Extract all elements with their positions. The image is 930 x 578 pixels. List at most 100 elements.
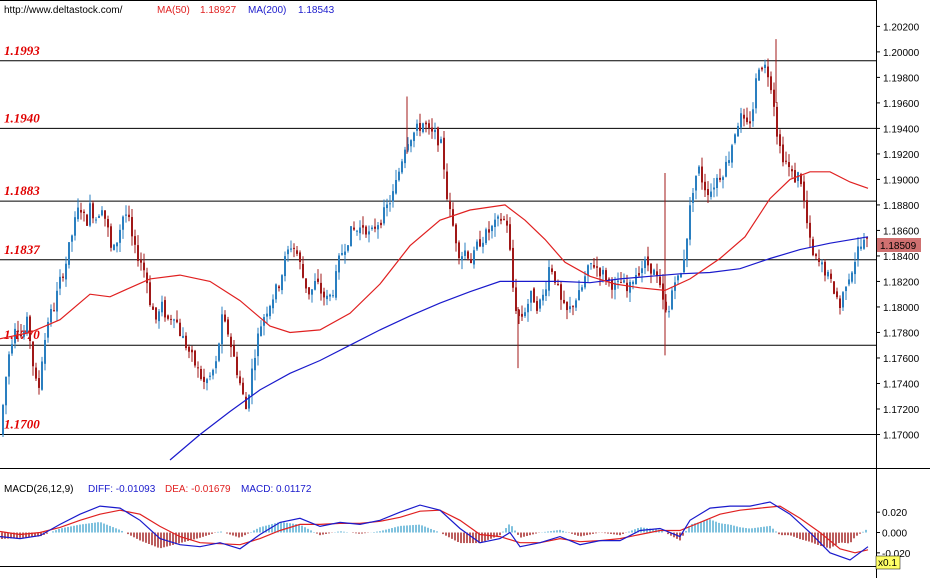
candle-up xyxy=(569,306,571,310)
candle-up xyxy=(26,316,28,334)
candle-up xyxy=(395,180,397,194)
candle-down xyxy=(749,121,751,124)
candle-up xyxy=(344,251,346,255)
price-axis: 1.20200 1.20000 1.19800 1.19600 1.19400 1.192… xyxy=(876,22,920,441)
candle-down xyxy=(779,134,781,147)
candle-up xyxy=(122,216,124,230)
candle-down xyxy=(32,341,34,367)
candle-down xyxy=(650,263,652,274)
candle-down xyxy=(38,378,40,388)
price-tick-label: 1.19800 xyxy=(883,73,920,84)
price-tick-label: 1.18200 xyxy=(883,277,920,288)
candle-up xyxy=(530,290,532,303)
candle-up xyxy=(491,225,493,232)
candle-down xyxy=(188,346,190,352)
candle-up xyxy=(398,171,400,181)
candle-down xyxy=(605,270,607,281)
candle-down xyxy=(596,266,598,268)
candle-down xyxy=(200,369,202,379)
candle-down xyxy=(701,166,703,183)
candle-down xyxy=(362,225,364,228)
candle-down xyxy=(836,291,838,298)
candle-down xyxy=(791,169,793,172)
candle-down xyxy=(233,345,235,357)
candle-down xyxy=(197,367,199,369)
candle-down xyxy=(239,376,241,384)
zoom-badge[interactable] xyxy=(875,555,901,570)
candle-down xyxy=(638,273,640,276)
candle-up xyxy=(383,207,385,224)
candle-down xyxy=(446,171,448,200)
candle-down xyxy=(566,301,568,311)
candle-down xyxy=(443,137,445,170)
candle-up xyxy=(89,203,91,226)
candle-up xyxy=(863,239,865,249)
candle-up xyxy=(119,229,121,243)
candle-down xyxy=(17,330,19,332)
candle-up xyxy=(68,242,70,265)
candle-up xyxy=(827,271,829,277)
candle-down xyxy=(572,306,574,308)
candle-up xyxy=(674,282,676,291)
candle-up xyxy=(692,192,694,203)
candle-down xyxy=(776,106,778,137)
candle-up xyxy=(716,177,718,189)
candle-up xyxy=(698,166,700,174)
candle-down xyxy=(296,250,298,254)
candle-down xyxy=(503,218,505,220)
candle-down xyxy=(137,245,139,261)
candle-up xyxy=(440,139,442,143)
candle-down xyxy=(227,319,229,335)
candle-up xyxy=(272,299,274,309)
price-tick-label: 1.18800 xyxy=(883,201,920,212)
candle-down xyxy=(62,276,64,278)
candle-up xyxy=(671,290,673,310)
candle-up xyxy=(755,78,757,109)
candle-up xyxy=(680,273,682,278)
candle-up xyxy=(266,313,268,317)
candle-down xyxy=(107,219,109,228)
candle-up xyxy=(668,311,670,313)
candle-down xyxy=(785,160,787,162)
price-tick-label: 1.17400 xyxy=(883,379,920,390)
candle-up xyxy=(11,344,13,354)
macd-diff-line xyxy=(0,501,869,561)
candle-up xyxy=(758,69,760,81)
candle-down xyxy=(830,273,832,279)
candle-down xyxy=(560,284,562,300)
macd-tick-label: 0.000 xyxy=(882,529,907,540)
candle-down xyxy=(317,278,319,282)
candle-down xyxy=(704,181,706,191)
candle-up xyxy=(8,354,10,377)
candle-up xyxy=(410,140,412,147)
candle-up xyxy=(212,369,214,376)
candle-down xyxy=(707,189,709,196)
site-url[interactable]: http://www.deltastock.com/ xyxy=(4,5,123,16)
candle-down xyxy=(134,236,136,245)
candle-up xyxy=(632,281,634,285)
level-label: 1.1883 xyxy=(4,183,40,198)
candle-up xyxy=(494,219,496,227)
candle-up xyxy=(407,144,409,151)
candle-up xyxy=(722,177,724,180)
candle-up xyxy=(416,123,418,131)
candle-down xyxy=(554,271,556,283)
candle-up xyxy=(434,130,436,133)
candle-up xyxy=(254,357,256,371)
level-label: 1.1700 xyxy=(4,416,40,431)
candle-down xyxy=(374,226,376,229)
candle-down xyxy=(656,271,658,276)
candle-down xyxy=(800,174,802,185)
candle-up xyxy=(713,187,715,190)
candle-up xyxy=(5,377,7,406)
candle-up xyxy=(125,214,127,216)
candle-down xyxy=(452,209,454,226)
zoom-label[interactable]: x0.1 xyxy=(878,558,897,569)
candle-up xyxy=(290,248,292,250)
candle-down xyxy=(299,252,301,262)
candle-down xyxy=(140,260,142,263)
candle-up xyxy=(56,290,58,312)
candle-down xyxy=(245,396,247,410)
